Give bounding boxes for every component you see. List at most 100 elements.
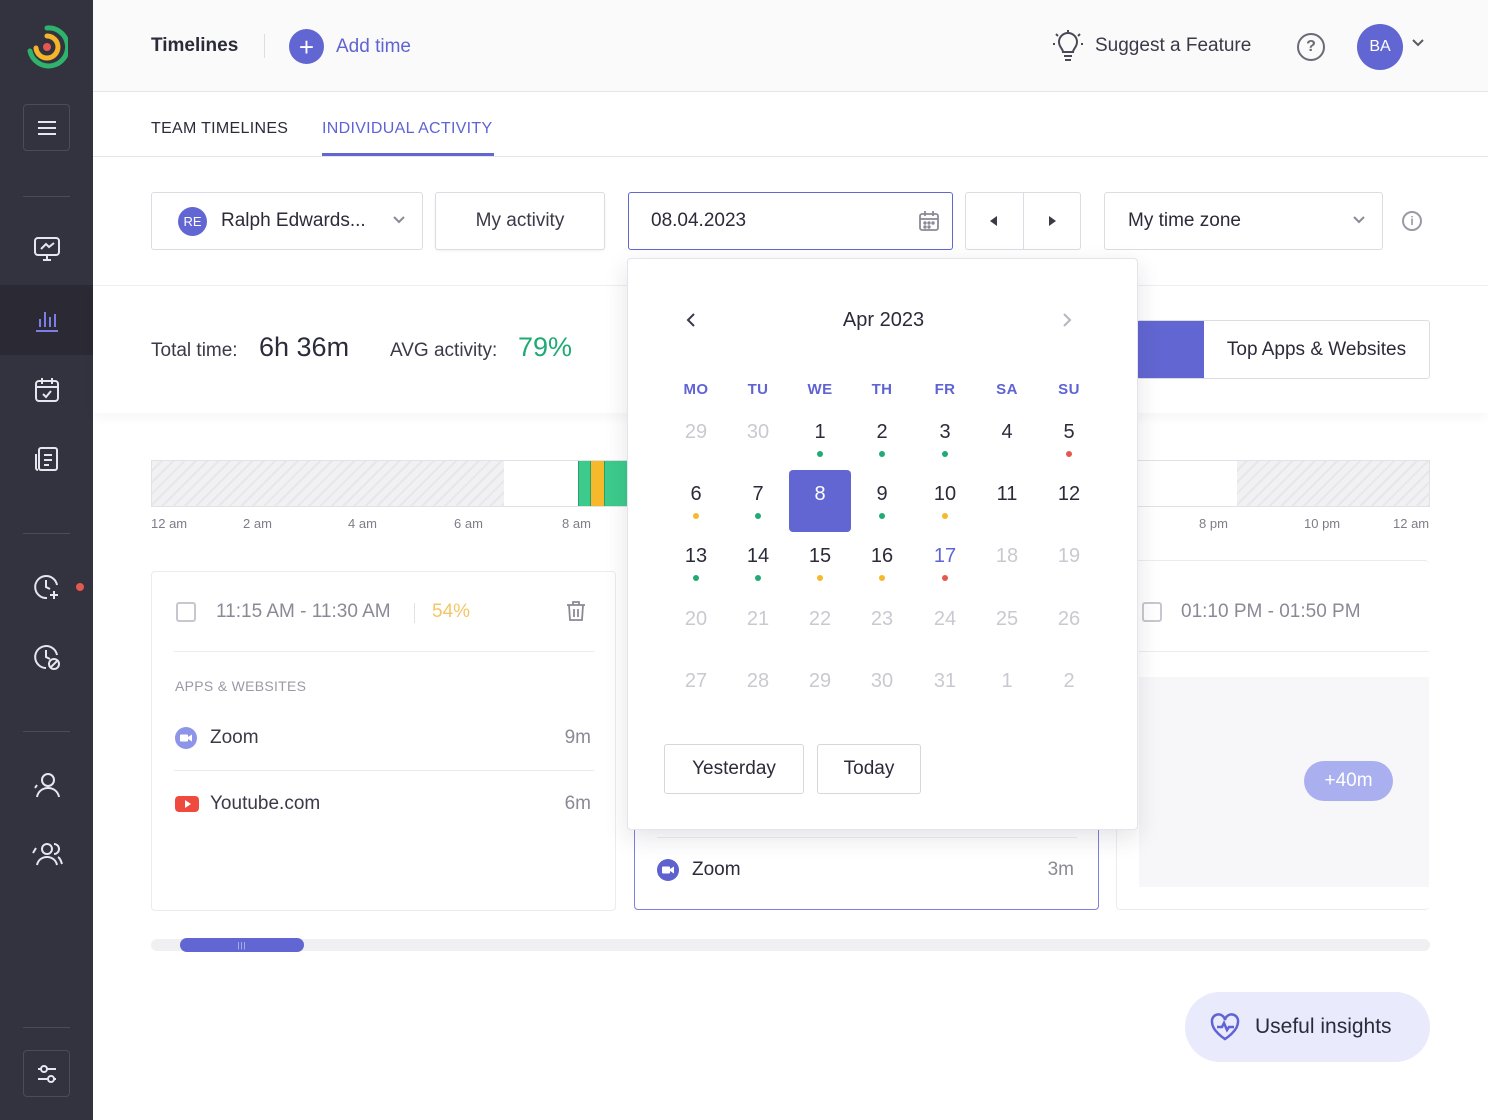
day-cell: 24 [914, 595, 976, 657]
my-activity-button[interactable]: My activity [435, 192, 605, 250]
day-cell: 29 [665, 408, 727, 470]
more-time-badge[interactable]: +40m [1304, 761, 1393, 801]
slot-checkbox[interactable] [176, 602, 196, 622]
app-logo-icon[interactable] [26, 24, 68, 70]
useful-insights-label: Useful insights [1255, 1015, 1392, 1038]
day-number: 5 [1063, 420, 1075, 443]
activity-dot [1066, 638, 1072, 644]
sidebar-item-people[interactable] [0, 750, 93, 820]
timeline-tick: 8 pm [1199, 516, 1228, 531]
header-divider [264, 34, 265, 58]
day-cell[interactable]: 5 [1038, 408, 1100, 470]
user-avatar[interactable]: BA [1357, 24, 1403, 70]
chevron-down-icon[interactable] [1411, 38, 1425, 48]
timeline-activity-segment[interactable] [604, 461, 628, 506]
activity-dot [942, 450, 948, 457]
timeline-activity-segment[interactable] [578, 461, 591, 506]
day-cell[interactable]: 1 [789, 408, 851, 470]
hamburger-icon [37, 120, 56, 135]
sidebar-item-calendar[interactable] [0, 355, 93, 425]
yesterday-button[interactable]: Yesterday [664, 744, 804, 794]
add-time-label: Add time [336, 35, 411, 57]
sidebar-item-reports[interactable] [0, 424, 93, 494]
slot-activity-pct: 54% [432, 601, 471, 622]
timeline-activity-segment[interactable] [591, 461, 604, 506]
tab-team-timelines[interactable]: TEAM TIMELINES [151, 120, 289, 137]
day-cell[interactable]: 10 [914, 470, 976, 532]
day-number: 12 [1057, 482, 1081, 505]
horizontal-scrollbar[interactable] [151, 939, 1430, 951]
day-cell[interactable]: 2 [851, 408, 913, 470]
help-icon[interactable]: ? [1297, 33, 1325, 61]
day-cell[interactable]: 13 [665, 532, 727, 594]
sidebar-item-time-requests[interactable] [0, 552, 93, 622]
tab-individual-activity[interactable]: INDIVIDUAL ACTIVITY [322, 120, 493, 137]
toggle-option-top-apps[interactable]: Top Apps & Websites [1226, 338, 1407, 360]
weekday-label: SU [1058, 381, 1080, 398]
day-cell: 2 [1038, 657, 1100, 719]
scrollbar-thumb[interactable]: ||| [180, 938, 304, 952]
suggest-feature-button[interactable]: Suggest a Feature [1053, 30, 1251, 62]
activity-dot [755, 451, 761, 457]
day-cell: 30 [851, 657, 913, 719]
card-divider [174, 651, 594, 652]
today-button[interactable]: Today [817, 744, 921, 794]
chevron-down-icon [1353, 216, 1365, 224]
weekday-label: TU [747, 381, 769, 398]
day-number: 6 [690, 482, 702, 505]
next-day-button[interactable] [1022, 193, 1080, 249]
toggle-option-active[interactable] [1138, 321, 1204, 378]
add-time-button[interactable]: + Add time [289, 29, 411, 64]
menu-toggle-button[interactable] [23, 104, 70, 151]
day-cell[interactable]: 15 [789, 532, 851, 594]
user-select[interactable]: RE Ralph Edwards... [151, 192, 423, 250]
sidebar-divider [23, 533, 70, 534]
previous-day-button[interactable] [966, 193, 1023, 249]
weekday-label: FR [934, 381, 956, 398]
day-cell[interactable]: 3 [914, 408, 976, 470]
timezone-label: My time zone [1128, 210, 1241, 231]
activity-dot [1066, 513, 1072, 519]
activity-dot [1066, 450, 1072, 457]
timezone-select[interactable]: My time zone [1104, 192, 1383, 250]
activity-dot [693, 574, 699, 581]
day-cell[interactable]: 17 [914, 532, 976, 594]
activity-dot [817, 574, 823, 581]
sidebar-item-timelines[interactable] [0, 285, 93, 355]
day-cell: 18 [976, 532, 1038, 594]
day-cell[interactable]: 16 [851, 532, 913, 594]
timeline-tick: 4 am [348, 516, 377, 531]
day-number: 17 [933, 544, 957, 567]
day-number: 3 [939, 420, 951, 443]
trash-icon[interactable] [566, 600, 586, 622]
chevron-down-icon [393, 216, 405, 224]
chevron-left-icon[interactable] [686, 312, 696, 328]
card-divider [657, 837, 1077, 838]
selected-user-name: Ralph Edwards... [221, 210, 366, 231]
date-input[interactable]: 08.04.2023 [628, 192, 953, 250]
datepicker-month-label: Apr 2023 [842, 309, 925, 331]
day-cell[interactable]: 11 [976, 470, 1038, 532]
sidebar-item-teams[interactable] [0, 819, 93, 889]
day-cell[interactable]: 6 [665, 470, 727, 532]
sidebar-item-dashboard[interactable] [0, 214, 93, 284]
day-cell[interactable]: 12 [1038, 470, 1100, 532]
day-cell[interactable]: 14 [727, 532, 789, 594]
user-icon [33, 773, 60, 798]
activity-dot [942, 638, 948, 644]
view-toggle: Top Apps & Websites [1137, 320, 1430, 379]
settings-button[interactable] [23, 1050, 70, 1097]
day-number: 1 [1001, 669, 1013, 692]
slot-checkbox[interactable] [1142, 602, 1162, 622]
day-cell[interactable]: 7 [727, 470, 789, 532]
info-icon[interactable]: i [1402, 211, 1422, 231]
day-cell[interactable]: 4 [976, 408, 1038, 470]
day-cell[interactable]: 9 [851, 470, 913, 532]
useful-insights-button[interactable]: Useful insights [1185, 992, 1430, 1062]
chevron-right-icon[interactable] [1062, 312, 1072, 328]
day-cell-selected[interactable]: 8 [789, 470, 851, 532]
day-number: 7 [752, 482, 764, 505]
day-number: 20 [684, 607, 708, 630]
sidebar-item-time-off[interactable] [0, 622, 93, 692]
activity-dot [942, 700, 948, 706]
